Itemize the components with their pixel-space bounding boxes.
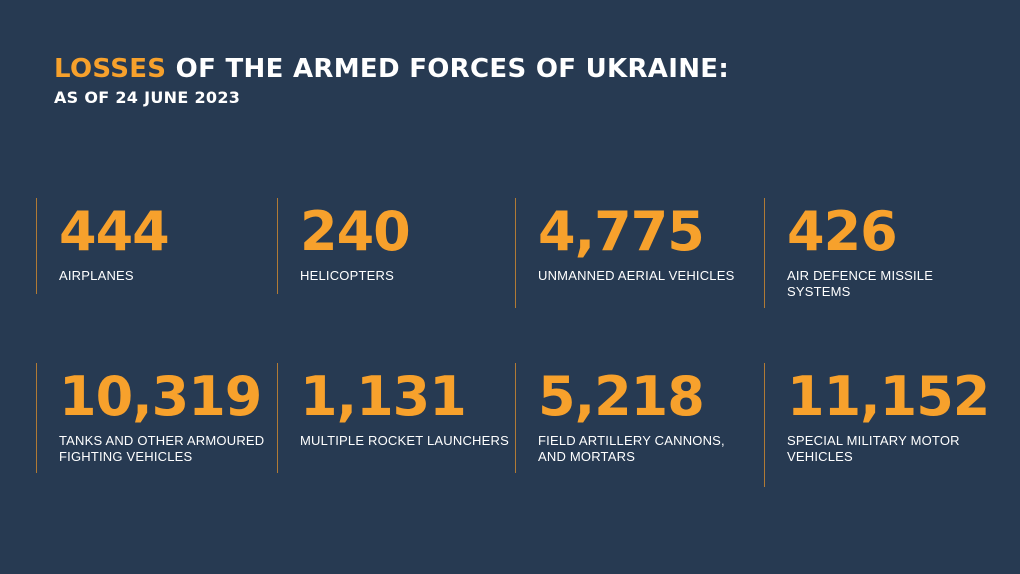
stat-label: TANKS AND OTHER ARMOURED FIGHTING VEHICL… (59, 433, 265, 464)
page-subtitle: AS OF 24 JUNE 2023 (54, 88, 241, 107)
stat-label: AIR DEFENCE MISSILE SYSTEMS (787, 268, 934, 299)
stat-value: 444 (59, 200, 170, 263)
stat-label: HELICOPTERS (300, 268, 394, 283)
stat-value: 1,131 (300, 365, 467, 428)
stat-label: MULTIPLE ROCKET LAUNCHERS (300, 433, 509, 448)
stat-tanks: 10,319 TANKS AND OTHER ARMOURED FIGHTING… (36, 363, 272, 473)
stat-value: 4,775 (538, 200, 705, 263)
stat-value: 11,152 (787, 365, 990, 428)
stat-mrl: 1,131 MULTIPLE ROCKET LAUNCHERS (277, 363, 513, 473)
stat-value: 426 (787, 200, 898, 263)
stat-value: 5,218 (538, 365, 705, 428)
stat-uavs: 4,775 UNMANNED AERIAL VEHICLES (515, 198, 745, 308)
stat-label: UNMANNED AERIAL VEHICLES (538, 268, 735, 283)
stat-value: 10,319 (59, 365, 262, 428)
title-accent: LOSSES (54, 54, 167, 84)
page-title: LOSSES OF THE ARMED FORCES OF UKRAINE: (54, 52, 729, 86)
stat-label: AIRPLANES (59, 268, 134, 283)
stat-air-defence: 426 AIR DEFENCE MISSILE SYSTEMS (764, 198, 974, 308)
stat-motor-vehicles: 11,152 SPECIAL MILITARY MOTOR VEHICLES (764, 363, 994, 487)
title-rest: OF THE ARMED FORCES OF UKRAINE: (166, 54, 730, 84)
stat-helicopters: 240 HELICOPTERS (277, 198, 487, 294)
stat-artillery: 5,218 FIELD ARTILLERY CANNONS, AND MORTA… (515, 363, 745, 473)
stat-value: 240 (300, 200, 411, 263)
stat-airplanes: 444 AIRPLANES (36, 198, 246, 294)
stat-label: SPECIAL MILITARY MOTOR VEHICLES (787, 433, 960, 464)
stat-label: FIELD ARTILLERY CANNONS, AND MORTARS (538, 433, 725, 464)
